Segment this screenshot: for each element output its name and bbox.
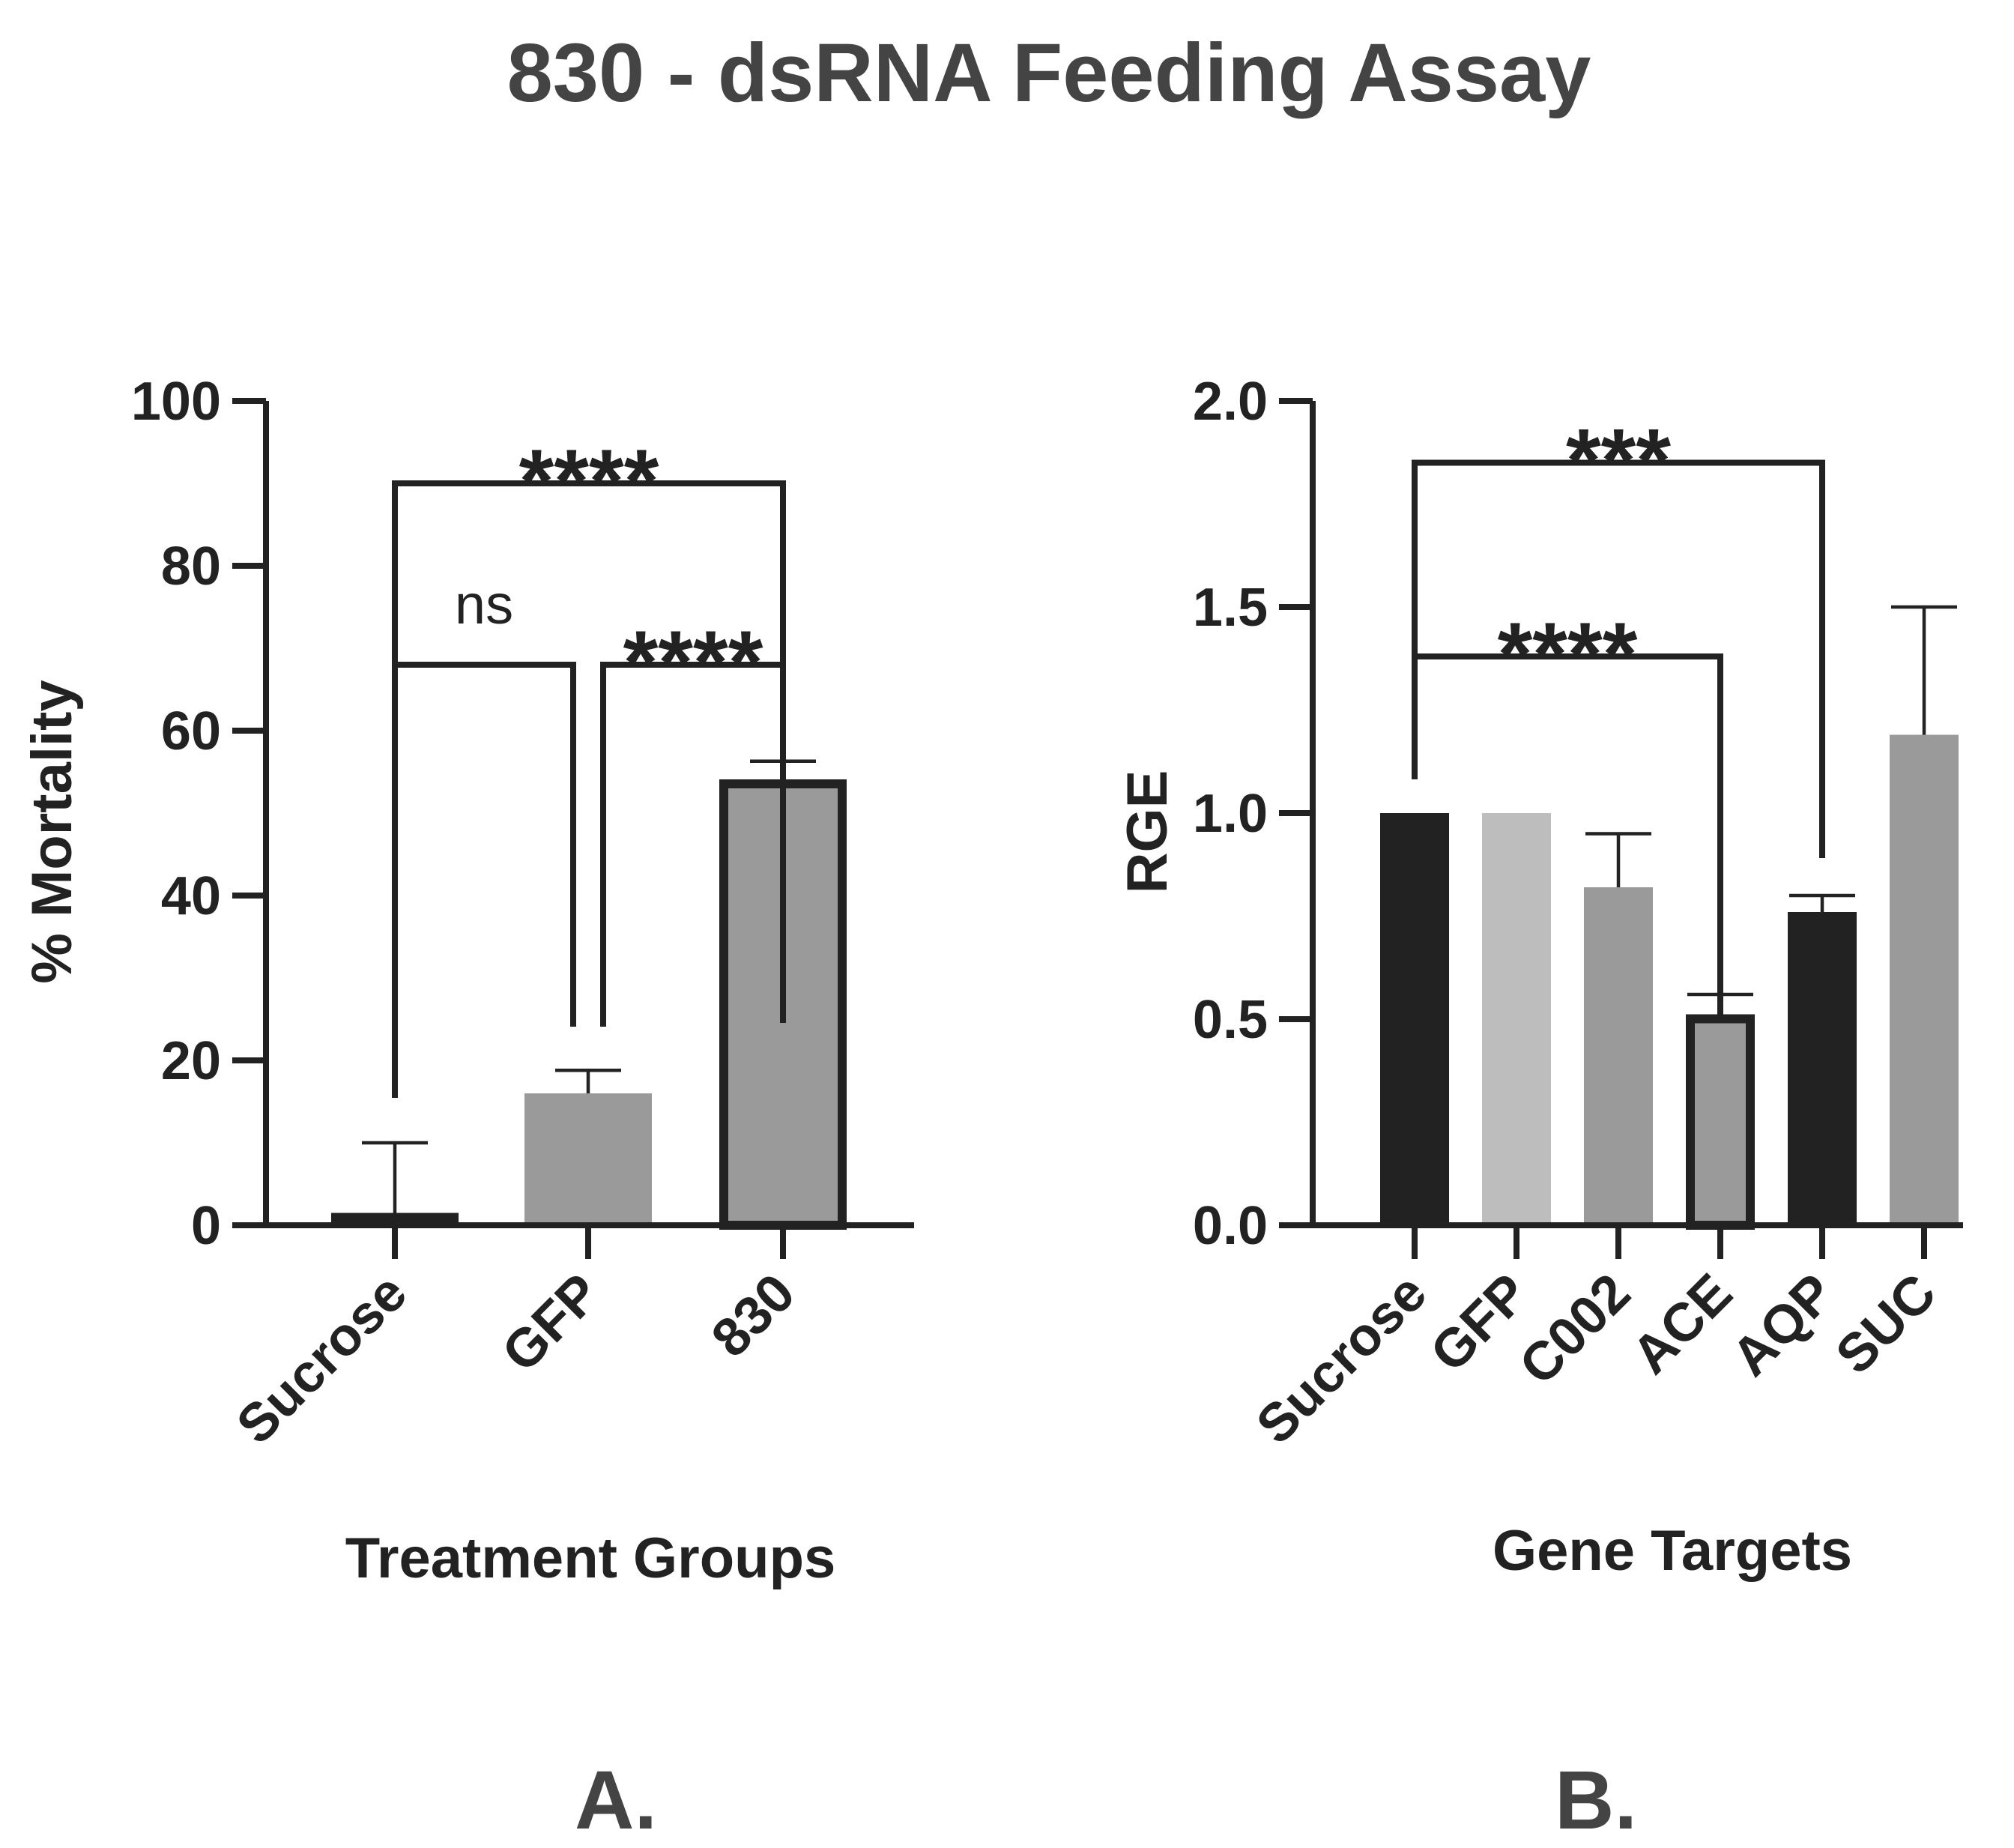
panel-b-x-tick-label-ace: ACE (1621, 1263, 1744, 1386)
panel-b-bar-gfp (1482, 813, 1551, 1225)
panel-b-bar-c002 (1584, 887, 1653, 1225)
panel-a-bar-sucrose (331, 1213, 459, 1225)
panel-b-y-tick-label: 2.0 (1193, 372, 1268, 432)
panel-b-x-tick-label-sucrose: Sucrose (1245, 1263, 1438, 1455)
figure-title: 830 - dsRNA Feeding Assay (507, 27, 1591, 119)
panel-a-y-tick-label: 60 (161, 701, 221, 761)
significance-label: **** (1498, 604, 1638, 704)
panel-a-x-tick-label-gfp: GFP (491, 1263, 611, 1383)
panel-a-y-tick-label: 0 (191, 1196, 221, 1256)
panel-a-y-tick-label: 100 (131, 372, 221, 432)
panel-b-bar-suc (1890, 734, 1959, 1225)
panel-b-significance-bracket-sucrose-aqp: *** (1412, 411, 1825, 858)
panel-a-chart: 0 20 40 60 80 100 Sucrose GFP 830 Treatment Group… (20, 372, 914, 1847)
panel-a-x-axis-title: Treatment Groups (345, 1527, 836, 1590)
panel-b-significance-bracket-sucrose-ace: **** (1412, 604, 1723, 1015)
panel-a-x-tick-label-sucrose: Sucrose (226, 1263, 418, 1455)
panel-b-x-axis-title: Gene Targets (1493, 1519, 1852, 1583)
panel-a-y-tick-label: 80 (161, 537, 221, 597)
panel-a-label: A. (575, 1754, 657, 1847)
panel-a-y-axis-title: % Mortality (20, 680, 84, 983)
panel-b-chart: 0.00.51.01.52.0SucroseGFPC002ACEAQPSUCGe… (1116, 372, 1963, 1847)
panel-b-error-bar-suc (1891, 605, 1957, 735)
panel-b-label: B. (1555, 1754, 1637, 1847)
panel-b-y-tick-label: 1.5 (1193, 578, 1268, 638)
panel-b-x-tick-label-aqp: AQP (1720, 1263, 1845, 1388)
panel-b-y-tick-label: 0.5 (1193, 990, 1268, 1050)
panel-a-significance-bracket-gfp-830: **** (600, 612, 786, 1027)
panel-b-bar-ace (1686, 1014, 1755, 1230)
panel-b-error-bar-c002 (1585, 832, 1651, 887)
panel-a-bar-gfp (524, 1093, 652, 1225)
panel-a-y-tick-label: 40 (161, 866, 221, 926)
bracket-line (392, 662, 576, 1098)
panel-b-error-bar-aqp (1789, 893, 1855, 912)
panel-a-y-tick-label: 20 (161, 1031, 221, 1091)
significance-label: **** (623, 612, 763, 713)
panel-b-bar-aqp (1788, 912, 1857, 1225)
panel-b-bar-sucrose (1380, 813, 1449, 1225)
significance-label: ns (455, 573, 513, 635)
panel-a-x-tick-label-830: 830 (701, 1263, 807, 1369)
panel-b-x-tick-label-suc: SUC (1824, 1263, 1947, 1386)
significance-label: *** (1566, 411, 1671, 511)
significance-label: **** (519, 431, 659, 531)
bracket-line (1412, 459, 1825, 858)
panel-b-x-tick-label-c002: C002 (1508, 1263, 1642, 1396)
panel-b-y-axis-title: RGE (1116, 770, 1179, 894)
panel-a-significance-bracket-sucrose-gfp: ns (392, 573, 576, 1098)
bracket-line (1412, 653, 1723, 1015)
panel-a-error-bar-sucrose (362, 1141, 428, 1213)
panel-b-y-tick-label: 1.0 (1193, 784, 1268, 844)
bracket-line (600, 662, 786, 1027)
panel-b-y-tick-label: 0.0 (1193, 1196, 1268, 1256)
panel-a-error-bar-gfp (555, 1068, 621, 1093)
